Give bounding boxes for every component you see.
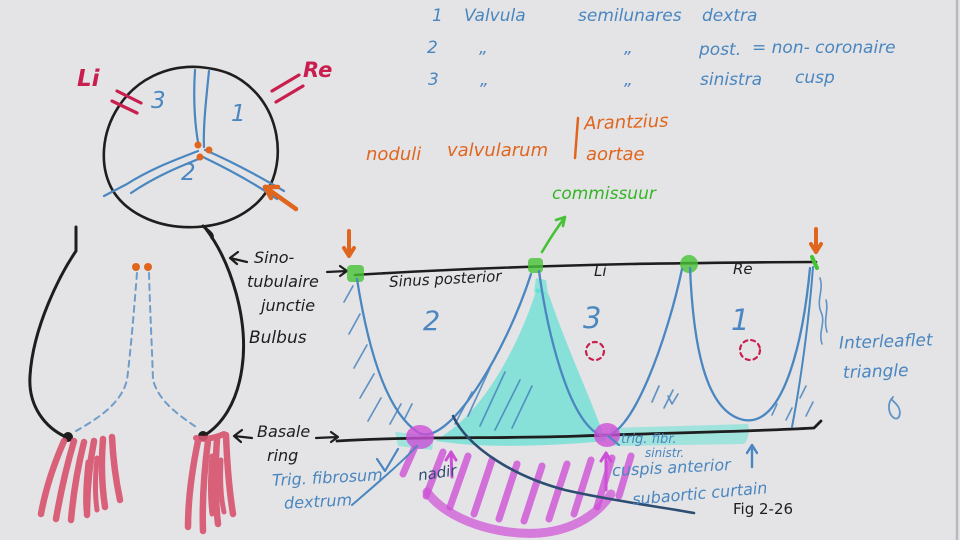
cusp-number: 3: [583, 301, 602, 335]
nodule-dashed-circles: [584, 338, 762, 362]
magenta-up-arrow-icon: [599, 451, 613, 492]
interleaflet-label: Interleaflet: [838, 330, 933, 354]
legend-row2-num: 2: [427, 38, 438, 58]
legend-row1-num: 1: [432, 6, 443, 26]
noduli-word: noduli: [366, 144, 422, 165]
legend-row3-num: 3: [428, 70, 439, 90]
blue-hatching: [343, 277, 901, 431]
re-tick-marks: [270, 73, 305, 104]
trig-dextrum-label: dextrum: [283, 490, 353, 513]
legend-row2-word2: = non- coronaire: [752, 38, 896, 58]
cusp-arcs: [355, 266, 814, 437]
legend-row2-ditto: „: [479, 38, 488, 58]
cusp-number: 1: [731, 303, 750, 337]
sino-tubular-label: junctie: [261, 296, 316, 315]
orange-arrow-icon: [262, 184, 299, 212]
muscle-fringe-left: [37, 433, 124, 524]
subaortic-curtain-curve: [451, 414, 696, 515]
legend-row2-word1: post.: [699, 40, 742, 60]
legend-row3-ditto: „: [624, 70, 633, 90]
segment-number: 2: [181, 160, 196, 186]
li-label: Li: [77, 66, 100, 92]
trig-sinistr-label: trig. fibr.: [621, 432, 677, 447]
figure-caption: Fig 2-26: [733, 500, 794, 518]
nodulus-dot: [132, 263, 140, 271]
noduli-word: valvularum: [447, 140, 549, 161]
valve-cross-section: [102, 65, 305, 229]
cusp-number: 2: [423, 306, 441, 337]
check-arrow-icon: [375, 447, 400, 473]
trig-dextrum-leader: [351, 445, 418, 506]
trig-sinistr-label: sinistr.: [645, 446, 685, 460]
orange-down-arrow-icon: [342, 229, 356, 258]
sino-tubular-label: Sino-: [254, 248, 295, 267]
arrow-left-sino-icon: [228, 250, 249, 266]
magenta-highlight: [399, 423, 635, 538]
re-cusp-label: Re: [733, 260, 753, 278]
segment-number: 3: [151, 88, 166, 114]
orange-down-arrow-icon: [809, 227, 823, 254]
legend-row3-word1: sinistra: [700, 70, 763, 90]
noduli-dots: [194, 141, 213, 161]
cyan-highlight: [395, 278, 749, 450]
legend-row3-word2: cusp: [795, 68, 835, 88]
green-up-arrow-icon: [540, 215, 567, 254]
nodulus-dot: [144, 263, 152, 271]
bulbus-profile-sketch: [28, 224, 254, 535]
commissure-lines: [102, 68, 286, 201]
segment-number: 1: [231, 101, 246, 127]
blue-up-arrow-icon: [745, 443, 759, 469]
legend-row1-word3: dextra: [702, 6, 758, 26]
commissure-nodes: [347, 255, 819, 282]
magenta-up-arrow-icon: [444, 450, 458, 479]
sino-tubular-label: tubulaire: [247, 272, 319, 291]
legend-row3-ditto: „: [480, 70, 489, 90]
arantius-label: Arantzius: [583, 110, 669, 135]
basal-ring-label: Basale: [257, 422, 311, 441]
re-label: Re: [303, 58, 333, 82]
bulbus-label: Bulbus: [249, 328, 307, 348]
commissure-label: commissuur: [552, 184, 656, 204]
arrow-left-basal-icon: [232, 428, 254, 444]
valve-dashed-lines: [75, 272, 197, 432]
arrow-right-sino-icon: [325, 264, 349, 278]
li-tick-marks: [110, 89, 143, 115]
basal-ring-label: ring: [267, 446, 299, 465]
arrow-right-basal-icon: [314, 430, 340, 444]
trig-sinistr-leader: [607, 435, 620, 446]
noduli-word: aortae: [586, 144, 645, 165]
legend-row1-word2: semilunares: [578, 6, 682, 26]
muscle-fringe-right: [184, 431, 237, 535]
legend-row1-word1: Valvula: [464, 6, 526, 26]
unrolled-valve-diagram: [335, 215, 901, 538]
aortae-divider-tick: [573, 116, 580, 160]
sinotubular-line: [353, 260, 818, 277]
legend-row2-ditto: „: [624, 38, 633, 58]
interleaflet-label: triangle: [842, 360, 909, 384]
li-cusp-label: Li: [594, 262, 607, 280]
